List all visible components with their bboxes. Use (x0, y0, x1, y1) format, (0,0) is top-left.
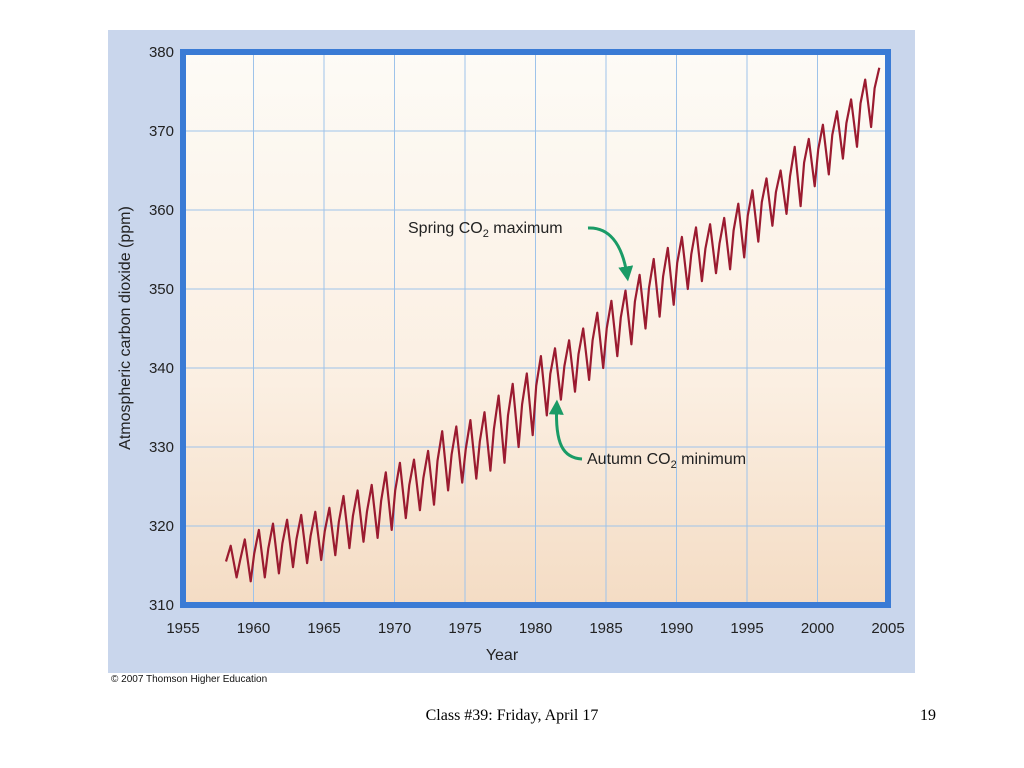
x-tick-label: 2000 (801, 620, 834, 637)
y-tick-label: 360 (149, 202, 174, 219)
x-tick-label: 1970 (378, 620, 411, 637)
autumn-minimum-arrow (548, 399, 583, 461)
x-tick-label: 1965 (307, 620, 340, 637)
x-tick-label: 1980 (519, 620, 552, 637)
y-tick-label: 320 (149, 518, 174, 535)
slide-footer-title: Class #39: Friday, April 17 (425, 707, 599, 724)
co2-chart: 310 320 330 340 350 360 370 380 1955 1960 1965 197… (117, 44, 905, 664)
y-tick-label: 310 (149, 597, 174, 614)
co2-series-line (224, 67, 881, 583)
y-tick-label: 350 (149, 281, 174, 298)
x-tick-label: 2005 (871, 620, 904, 637)
slide-page-number: 19 (920, 707, 936, 724)
y-axis-title: Atmospheric carbon dioxide (ppm) (117, 206, 134, 450)
x-tick-label: 1995 (730, 620, 763, 637)
y-tick-label: 340 (149, 360, 174, 377)
x-axis-title: Year (486, 647, 519, 664)
x-tick-label: 1985 (589, 620, 622, 637)
plot-frame (180, 49, 891, 608)
annotation-spring-maximum: Spring CO2 maximum (408, 220, 563, 240)
y-tick-label: 370 (149, 123, 174, 140)
x-tick-labels: 1955 1960 1965 1970 1975 1980 1985 1990 1995 2000… (166, 620, 904, 637)
spring-maximum-arrow (587, 226, 634, 282)
x-tick-label: 1960 (237, 620, 270, 637)
x-tick-label: 1975 (448, 620, 481, 637)
annotations: Spring CO2 maximum Autumn CO2 minimum (408, 220, 746, 471)
x-tick-label: 1955 (166, 620, 199, 637)
y-tick-label: 330 (149, 439, 174, 456)
y-tick-labels: 310 320 330 340 350 360 370 380 (149, 44, 174, 614)
x-tick-label: 1990 (660, 620, 693, 637)
y-tick-label: 380 (149, 44, 174, 61)
copyright-notice: © 2007 Thomson Higher Education (111, 674, 268, 685)
annotation-autumn-minimum: Autumn CO2 minimum (587, 451, 746, 471)
